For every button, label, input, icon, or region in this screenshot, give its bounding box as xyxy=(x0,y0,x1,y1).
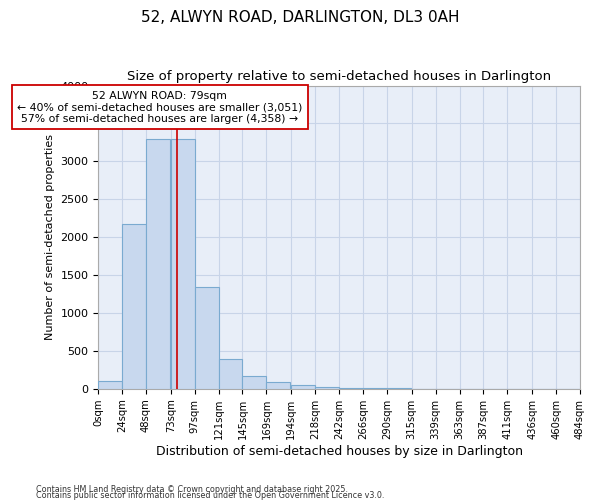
Text: Contains public sector information licensed under the Open Government Licence v3: Contains public sector information licen… xyxy=(36,490,385,500)
X-axis label: Distribution of semi-detached houses by size in Darlington: Distribution of semi-detached houses by … xyxy=(155,444,523,458)
Bar xyxy=(291,384,315,389)
Bar xyxy=(171,138,194,389)
Bar xyxy=(315,386,339,389)
Bar xyxy=(218,360,242,389)
Text: 52 ALWYN ROAD: 79sqm
← 40% of semi-detached houses are smaller (3,051)
57% of se: 52 ALWYN ROAD: 79sqm ← 40% of semi-detac… xyxy=(17,91,302,124)
Bar xyxy=(122,224,146,389)
Bar xyxy=(98,380,122,389)
Bar xyxy=(339,388,363,389)
Bar xyxy=(146,138,170,389)
Title: Size of property relative to semi-detached houses in Darlington: Size of property relative to semi-detach… xyxy=(127,70,551,83)
Text: 52, ALWYN ROAD, DARLINGTON, DL3 0AH: 52, ALWYN ROAD, DARLINGTON, DL3 0AH xyxy=(141,10,459,25)
Y-axis label: Number of semi-detached properties: Number of semi-detached properties xyxy=(45,134,55,340)
Bar xyxy=(194,287,218,389)
Bar xyxy=(266,382,290,389)
Bar xyxy=(242,376,266,389)
Text: Contains HM Land Registry data © Crown copyright and database right 2025.: Contains HM Land Registry data © Crown c… xyxy=(36,484,348,494)
